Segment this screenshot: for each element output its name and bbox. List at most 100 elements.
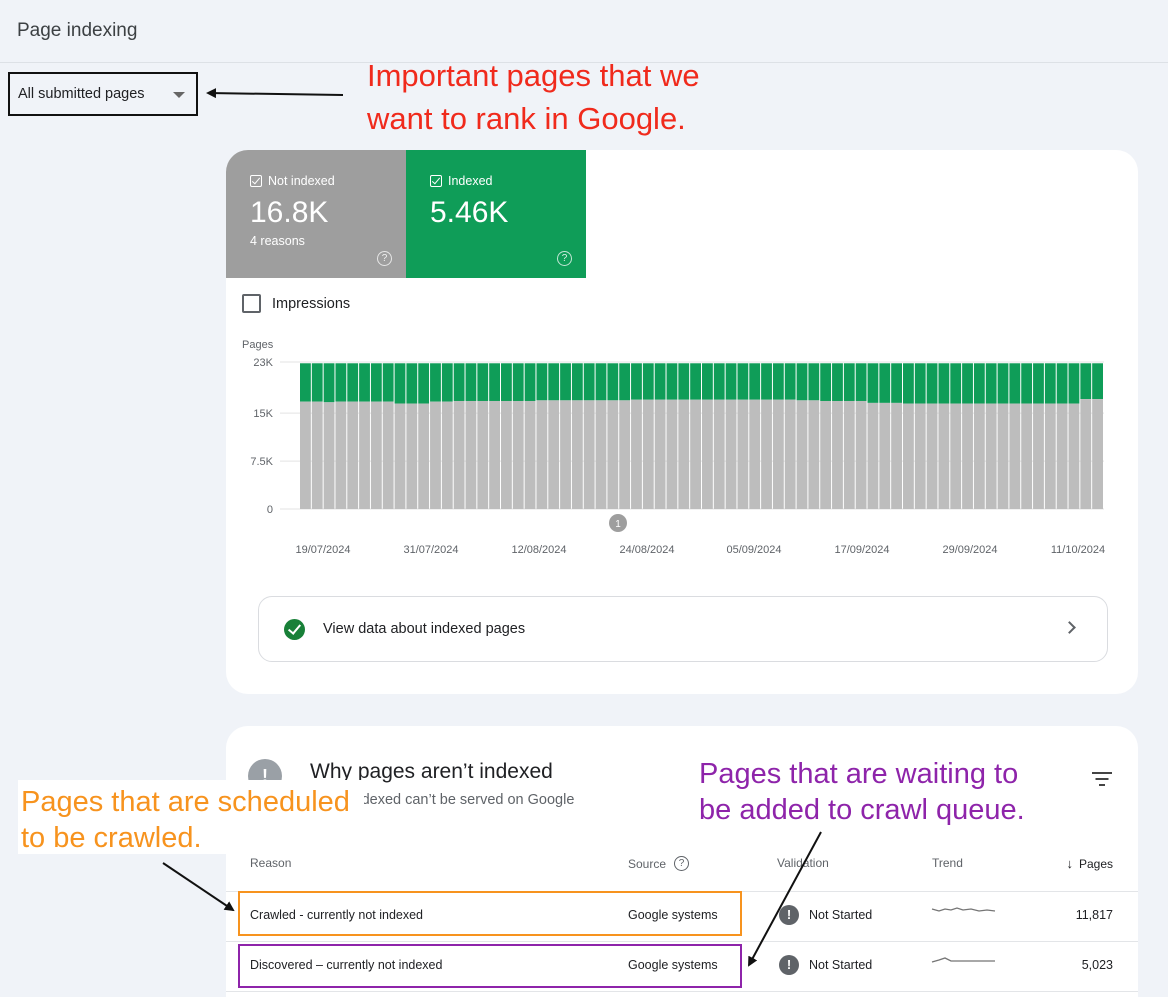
row-validation: Not Started bbox=[809, 908, 873, 922]
tile-label-text: Indexed bbox=[448, 174, 493, 188]
bar-not-indexed bbox=[394, 403, 406, 509]
impressions-checkbox[interactable] bbox=[242, 294, 261, 313]
bar-not-indexed bbox=[477, 400, 489, 509]
bar-indexed bbox=[477, 363, 489, 401]
column-header-reason[interactable]: Reason bbox=[250, 856, 292, 870]
annotation-marker-label: 1 bbox=[615, 519, 621, 530]
row-reason: Crawled - currently not indexed bbox=[250, 908, 423, 922]
x-tick-label: 31/07/2024 bbox=[403, 544, 458, 556]
help-icon[interactable]: ? bbox=[377, 251, 392, 266]
annotation-line: Pages that are waiting to bbox=[699, 758, 1019, 790]
bar-indexed bbox=[820, 363, 832, 401]
view-indexed-pages-link[interactable]: View data about indexed pages bbox=[258, 596, 1108, 662]
bar-indexed bbox=[997, 363, 1009, 404]
bar-not-indexed bbox=[370, 401, 382, 509]
bar-not-indexed bbox=[418, 403, 430, 509]
x-tick-label: 29/09/2024 bbox=[942, 544, 997, 556]
bar-indexed bbox=[832, 363, 843, 401]
alert-icon: ! bbox=[779, 905, 799, 925]
bar-indexed bbox=[335, 363, 347, 402]
bar-indexed bbox=[631, 363, 642, 400]
impressions-toggle[interactable]: Impressions bbox=[242, 294, 350, 313]
bar-not-indexed bbox=[1080, 399, 1092, 509]
dropdown-caret-icon bbox=[173, 92, 185, 98]
bar-not-indexed bbox=[453, 400, 465, 509]
bar-indexed bbox=[501, 363, 512, 401]
bar-indexed bbox=[489, 363, 500, 401]
y-tick-label: 7.5K bbox=[250, 456, 273, 468]
bar-not-indexed bbox=[772, 399, 784, 509]
bar-indexed bbox=[406, 363, 418, 404]
column-header-source[interactable]: Source ? bbox=[628, 856, 690, 871]
bar-indexed bbox=[926, 363, 938, 404]
x-tick-label: 17/09/2024 bbox=[834, 544, 889, 556]
bar-not-indexed bbox=[737, 399, 749, 509]
bar-indexed bbox=[737, 363, 749, 400]
section-title: Why pages aren’t indexed bbox=[310, 760, 553, 783]
bar-not-indexed bbox=[666, 399, 678, 509]
bar-indexed bbox=[465, 363, 477, 401]
bar-not-indexed bbox=[619, 400, 631, 509]
bar-indexed bbox=[347, 363, 359, 402]
help-icon[interactable]: ? bbox=[557, 251, 572, 266]
arrow-to-crawled-row bbox=[162, 862, 235, 912]
bar-not-indexed bbox=[382, 401, 394, 509]
bar-not-indexed bbox=[441, 401, 453, 509]
column-header-validation[interactable]: Validation bbox=[777, 856, 829, 870]
trend-sparkline bbox=[931, 957, 995, 963]
column-header-pages[interactable]: ↓ Pages bbox=[1066, 856, 1113, 871]
bar-indexed bbox=[382, 363, 394, 402]
annotation-line: want to rank in Google. bbox=[367, 101, 686, 137]
tile-indexed[interactable]: Indexed 5.46K ? bbox=[406, 150, 586, 278]
indexing-summary-card: Not indexed 16.8K 4 reasons ? Indexed 5.… bbox=[226, 150, 1138, 694]
bar-not-indexed bbox=[654, 399, 666, 509]
bar-not-indexed bbox=[323, 402, 335, 509]
bar-indexed bbox=[583, 363, 595, 401]
bar-indexed bbox=[855, 363, 867, 401]
bar-not-indexed bbox=[489, 400, 500, 509]
bar-not-indexed bbox=[1009, 403, 1021, 509]
view-data-label: View data about indexed pages bbox=[323, 621, 526, 637]
bar-not-indexed bbox=[595, 400, 607, 509]
bar-indexed bbox=[950, 363, 962, 404]
alert-icon: ! bbox=[779, 955, 799, 975]
bar-indexed bbox=[512, 363, 524, 401]
bar-indexed bbox=[418, 363, 430, 404]
y-tick-label: 23K bbox=[253, 357, 273, 369]
table-row[interactable]: Discovered – currently not indexed Googl… bbox=[226, 941, 1138, 991]
bar-not-indexed bbox=[796, 400, 808, 509]
row-divider bbox=[226, 991, 1138, 992]
bar-not-indexed bbox=[311, 401, 323, 509]
indexing-chart: Pages 23K 15K 7.5K 0 19/07/2024 31/07/2024 12/0… bbox=[242, 339, 1105, 556]
page-filter-dropdown[interactable]: All submitted pages bbox=[8, 72, 198, 116]
annotation-line: Pages that are scheduled bbox=[21, 786, 350, 818]
bar-not-indexed bbox=[560, 400, 571, 509]
impressions-label: Impressions bbox=[272, 295, 351, 312]
column-header-pages-label: Pages bbox=[1078, 856, 1113, 871]
bar-not-indexed bbox=[808, 400, 820, 509]
bar-indexed bbox=[808, 363, 820, 401]
bar-indexed bbox=[453, 363, 465, 401]
bar-indexed bbox=[430, 363, 441, 402]
y-tick-label: 0 bbox=[267, 504, 273, 516]
row-source: Google systems bbox=[628, 908, 718, 922]
bar-indexed bbox=[772, 363, 784, 400]
bar-indexed bbox=[891, 363, 902, 403]
bar-not-indexed bbox=[359, 401, 370, 509]
bar-not-indexed bbox=[571, 400, 583, 509]
bar-not-indexed bbox=[524, 400, 536, 509]
filter-icon[interactable] bbox=[1092, 772, 1112, 788]
tile-value: 16.8K bbox=[250, 196, 329, 229]
tile-not-indexed[interactable]: Not indexed 16.8K 4 reasons ? bbox=[226, 150, 406, 278]
arrow-to-filter bbox=[206, 88, 344, 99]
checkbox-checked-icon bbox=[250, 175, 262, 187]
bar-not-indexed bbox=[879, 402, 891, 509]
y-axis-label: Pages bbox=[242, 339, 274, 351]
table-row[interactable]: Crawled - currently not indexed Google s… bbox=[226, 891, 1138, 941]
bar-indexed bbox=[607, 363, 619, 401]
tile-value: 5.46K bbox=[430, 196, 509, 229]
help-icon[interactable]: ? bbox=[674, 856, 690, 871]
annotation-marker bbox=[609, 514, 627, 532]
checkbox-checked-icon bbox=[430, 175, 442, 187]
bar-not-indexed bbox=[548, 400, 560, 509]
